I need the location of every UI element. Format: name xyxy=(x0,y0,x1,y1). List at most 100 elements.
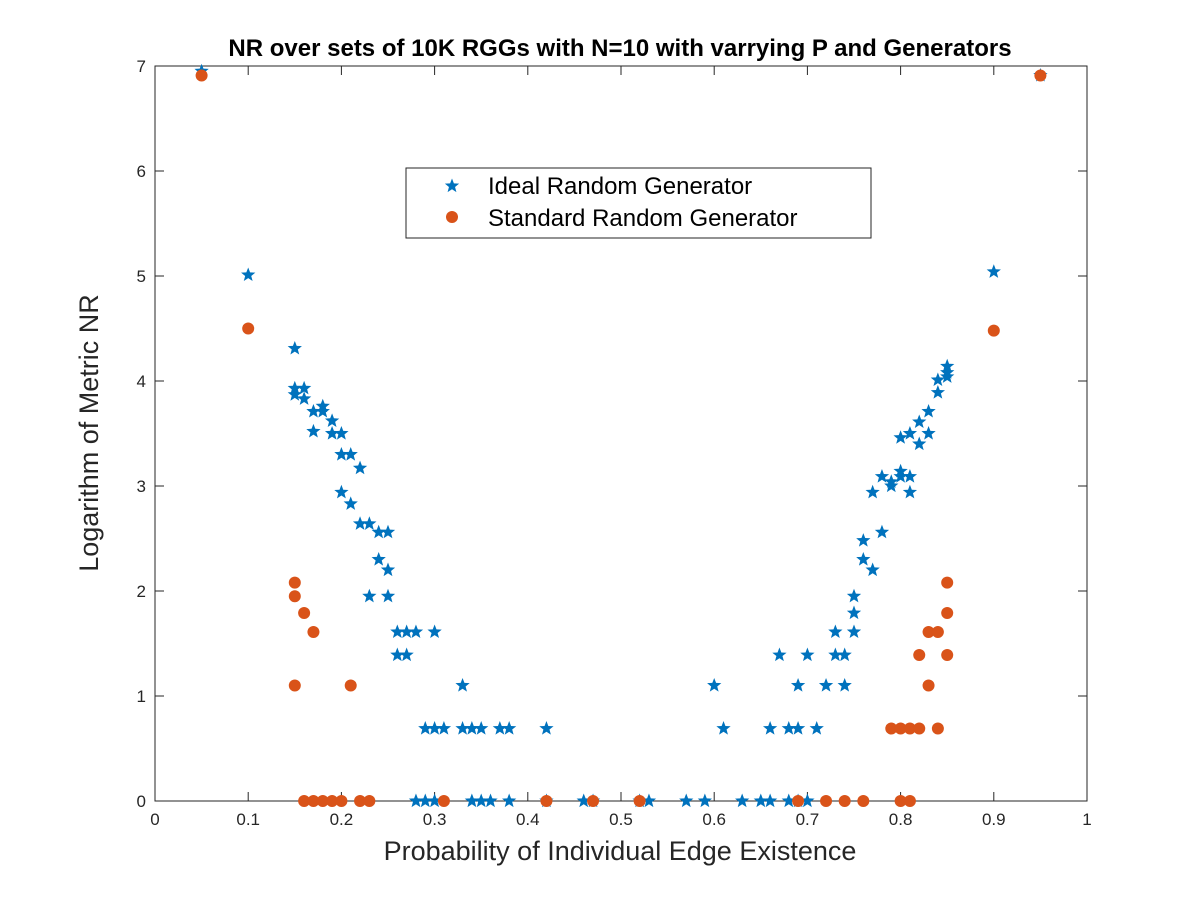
x-tick-label: 0.5 xyxy=(609,810,633,829)
data-point-star xyxy=(856,533,871,547)
y-tick-label: 6 xyxy=(137,162,146,181)
data-point-star xyxy=(306,403,321,418)
data-point-star xyxy=(502,721,517,735)
data-point-circle xyxy=(903,722,916,735)
data-point-star xyxy=(809,721,824,735)
data-point-star xyxy=(352,460,368,475)
x-tick-label: 0.3 xyxy=(423,810,447,829)
data-point-circle xyxy=(922,679,935,692)
data-point-star xyxy=(865,562,880,577)
data-point-circle xyxy=(838,795,851,807)
data-point-star xyxy=(427,721,442,735)
x-tick-label: 0.9 xyxy=(982,810,1006,829)
data-point-circle xyxy=(298,607,311,620)
data-point-star xyxy=(893,430,908,444)
legend-label-ideal: Ideal Random Generator xyxy=(488,173,752,200)
data-point-star xyxy=(893,469,908,483)
data-point-star xyxy=(697,793,713,808)
data-point-star xyxy=(352,516,368,530)
axes: 0 0.1 0.2 0.3 0.4 0.5 0.6 0.7 0.8 0.9 1 0 1 2 3 4 5 6 7 xyxy=(137,57,1092,829)
x-tick-label: 0.1 xyxy=(236,810,260,829)
data-point-star xyxy=(324,413,340,427)
data-point-circle xyxy=(242,322,255,335)
data-point-star xyxy=(837,678,852,692)
x-tick-label: 0 xyxy=(150,810,159,829)
data-point-star xyxy=(800,793,815,808)
data-point-star xyxy=(464,793,480,808)
data-point-star xyxy=(371,552,386,566)
data-point-circle xyxy=(540,795,553,807)
x-tick-label: 0.7 xyxy=(796,810,820,829)
data-point-circle xyxy=(307,795,320,807)
legend: Ideal Random Generator Standard Random G… xyxy=(405,167,872,239)
data-point-star xyxy=(287,340,302,355)
data-point-star xyxy=(418,721,433,735)
data-point-star xyxy=(986,264,1001,278)
legend-circle-icon xyxy=(446,211,458,223)
data-point-star xyxy=(399,647,414,662)
data-point-circle xyxy=(363,795,376,807)
data-point-circle xyxy=(820,795,833,807)
data-point-star xyxy=(464,721,480,735)
data-point-star xyxy=(781,721,796,735)
data-point-star xyxy=(846,624,862,639)
y-tick-label: 4 xyxy=(137,372,146,391)
data-point-circle xyxy=(307,625,320,638)
data-point-circle xyxy=(288,576,301,589)
data-point-circle xyxy=(316,795,329,807)
y-axis-title: Logarithm of Metric NR xyxy=(74,294,104,572)
data-point-star xyxy=(334,447,349,461)
data-point-star xyxy=(874,469,890,483)
x-tick-label: 0.6 xyxy=(702,810,726,829)
data-point-star xyxy=(427,793,442,808)
data-point-star xyxy=(483,793,498,808)
data-point-circle xyxy=(335,795,348,807)
data-point-circle xyxy=(288,679,301,692)
data-point-star xyxy=(921,426,936,440)
data-point-star xyxy=(455,678,470,692)
data-point-star xyxy=(427,624,442,639)
data-point-circle xyxy=(894,722,907,735)
x-tick-label: 0.8 xyxy=(889,810,913,829)
legend-star-icon xyxy=(444,178,460,193)
data-marks xyxy=(194,63,1048,808)
data-point-star xyxy=(296,380,312,395)
data-point-star xyxy=(241,267,256,282)
data-point-star xyxy=(334,484,349,499)
data-point-star xyxy=(790,678,806,692)
data-point-star xyxy=(930,372,946,387)
data-point-star xyxy=(474,793,489,808)
data-point-star xyxy=(315,403,330,418)
data-point-star xyxy=(380,588,396,603)
data-point-star xyxy=(474,721,489,735)
y-tick-label: 3 xyxy=(137,477,146,496)
data-point-star xyxy=(800,647,815,662)
data-point-circle xyxy=(1034,69,1047,82)
data-point-circle xyxy=(792,795,805,807)
data-point-star xyxy=(772,647,787,662)
data-point-star xyxy=(492,721,507,735)
data-point-star xyxy=(707,678,722,692)
data-point-circle xyxy=(913,649,926,662)
data-point-star xyxy=(940,369,955,383)
data-point-star xyxy=(716,721,731,735)
x-tick-label: 1 xyxy=(1082,810,1091,829)
data-point-star xyxy=(828,647,843,662)
data-point-star xyxy=(790,721,806,735)
data-point-circle xyxy=(941,576,954,589)
data-point-circle xyxy=(354,795,367,807)
data-point-star xyxy=(902,484,918,499)
data-point-star xyxy=(343,447,358,461)
data-point-circle xyxy=(857,795,870,807)
data-point-star xyxy=(762,793,778,808)
y-tick-label: 5 xyxy=(137,267,146,286)
data-point-star xyxy=(390,647,405,662)
data-point-circle xyxy=(894,795,907,807)
data-point-star xyxy=(436,721,452,735)
data-point-star xyxy=(362,516,377,530)
data-point-circle xyxy=(587,795,600,807)
data-point-star xyxy=(902,469,918,483)
